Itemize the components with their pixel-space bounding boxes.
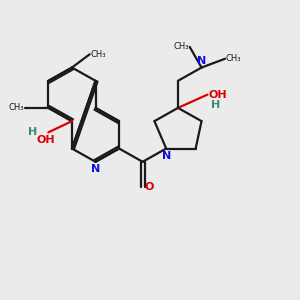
Text: CH₃: CH₃	[90, 50, 106, 59]
Text: O: O	[144, 182, 154, 192]
Text: CH₃: CH₃	[226, 54, 241, 63]
Text: CH₃: CH₃	[9, 103, 24, 112]
Text: N: N	[197, 56, 206, 66]
Text: N: N	[162, 151, 171, 161]
Text: CH₃: CH₃	[174, 42, 189, 51]
Text: N: N	[91, 164, 100, 174]
Text: OH: OH	[36, 135, 55, 145]
Text: OH: OH	[208, 90, 227, 100]
Text: H: H	[28, 127, 37, 137]
Text: H: H	[211, 100, 220, 110]
